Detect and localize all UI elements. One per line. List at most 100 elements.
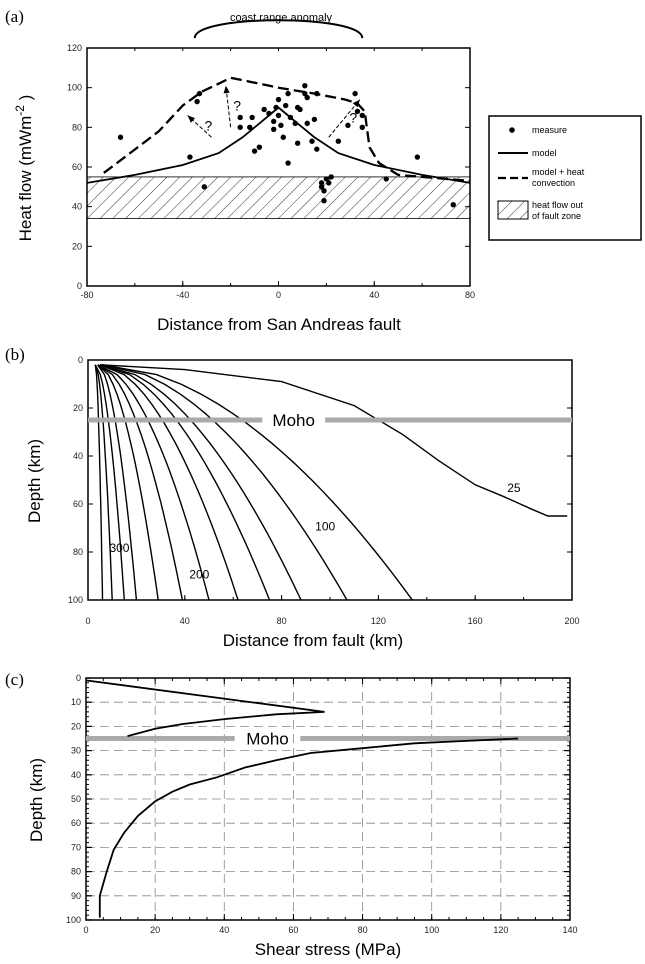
x-tick-label: 160: [468, 616, 483, 626]
x-tick-label: 20: [150, 925, 160, 935]
model-heat-convection-line: [103, 76, 471, 183]
measure-point: [297, 106, 303, 113]
measure-point: [256, 144, 263, 150]
model-line: [86, 106, 471, 184]
isotherm-line: [99, 364, 302, 601]
measure-point: [309, 138, 315, 144]
isotherm-line: [99, 364, 271, 601]
y-tick-label: 40: [73, 451, 83, 461]
y-tick-label: 50: [71, 794, 81, 804]
measure-point: [275, 96, 282, 103]
hatched-band: [86, 176, 471, 219]
measure-point: [287, 114, 294, 121]
isotherm-line: [102, 364, 348, 601]
measure-point: [354, 108, 361, 115]
panel-c-ylabel: Depth (km): [27, 758, 46, 842]
x-tick-label: 80: [277, 616, 287, 626]
measure-point: [285, 90, 291, 97]
arrow-head: [352, 99, 360, 108]
y-tick-label: 40: [72, 202, 82, 212]
measure-point: [266, 110, 272, 117]
panel-a-letter: (a): [5, 7, 24, 26]
measure-point: [314, 90, 320, 97]
moho-label: Moho: [272, 411, 315, 430]
x-tick-label: 40: [219, 925, 229, 935]
x-tick-label: 120: [493, 925, 508, 935]
arrow-head: [223, 85, 230, 94]
measure-point: [282, 102, 289, 109]
legend-measure: measure: [532, 125, 567, 135]
shear-stress-curves: [85, 679, 519, 918]
measure-point: [196, 90, 203, 97]
measure-point: [275, 112, 282, 119]
legend-model: model: [532, 148, 557, 158]
panel-a-frame: [86, 47, 471, 287]
x-tick-label: -40: [176, 290, 189, 300]
contour-labels: 25 100 300 200: [109, 481, 520, 581]
measure-point: [261, 106, 267, 113]
legend-hatch-icon: [497, 200, 529, 220]
panel-a-ticks: -80 -40 0 40 80 0 20 40 60 80 100 120: [67, 43, 475, 300]
isotherm-line: [94, 364, 104, 601]
x-tick-label: 0: [85, 616, 90, 626]
y-tick-label: 80: [72, 122, 82, 132]
isotherm-line: [97, 364, 184, 601]
x-tick-label: 40: [180, 616, 190, 626]
measure-point: [321, 198, 327, 204]
isotherm-line: [94, 364, 125, 601]
y-tick-label: 100: [68, 595, 83, 605]
measure-point: [117, 134, 124, 140]
measure-point: [383, 176, 389, 182]
x-tick-label: 0: [83, 925, 88, 935]
measure-point: [314, 146, 320, 152]
panel-c: (c) 0 20 40 60 80 100 120 140 0 10 20 30 40 50 60 70 80 9…: [5, 670, 578, 959]
x-tick-label: 0: [276, 290, 281, 300]
legend-heat-flow-out: heat flow out of fault zone: [532, 200, 584, 221]
arrow-shaft: [225, 85, 232, 128]
y-tick-label: 70: [71, 842, 81, 852]
measure-point: [326, 180, 332, 186]
measure-point: [352, 90, 358, 97]
measure-point: [323, 176, 330, 182]
shear-stress-line: [85, 679, 325, 737]
measure-point: [201, 184, 207, 190]
isotherm-line: [102, 364, 413, 601]
legend-dot-icon: [509, 127, 515, 133]
y-tick-label: 90: [71, 891, 81, 901]
x-tick-label: 120: [371, 616, 386, 626]
heat-flow-band: [86, 176, 471, 219]
isotherm-line: [94, 364, 113, 601]
moho-line-b: Moho: [88, 411, 572, 430]
y-tick-label: 0: [77, 281, 82, 291]
y-tick-label: 0: [76, 673, 81, 683]
measure-point: [249, 114, 255, 121]
panel-a-ylabel: Heat flow (mWm-2 ): [13, 95, 35, 242]
x-tick-label: 40: [369, 290, 379, 300]
measure-point: [280, 134, 286, 140]
shear-stress-line: [98, 737, 519, 918]
measure-point: [304, 120, 310, 127]
measure-point: [302, 82, 308, 89]
moho-label: Moho: [246, 730, 289, 749]
isotherm-line: [97, 364, 138, 601]
y-tick-label: 20: [73, 403, 83, 413]
measure-point: [345, 122, 351, 129]
x-tick-label: 60: [288, 925, 298, 935]
measure-point: [237, 124, 243, 131]
measure-point: [321, 188, 327, 194]
panel-b-letter: (b): [5, 345, 25, 364]
y-tick-label: 40: [71, 770, 81, 780]
panel-c-ticks: 0 20 40 60 80 100 120 140 0 10 20 30 40 50 60 70 80 90 100: [66, 673, 578, 935]
question-mark: ?: [349, 109, 357, 125]
measure-point: [294, 140, 301, 146]
y-tick-label: 100: [66, 915, 81, 925]
contour-label: 25: [507, 481, 521, 495]
measure-point: [318, 180, 325, 186]
anomaly-arc: [193, 19, 364, 39]
x-tick-label: 80: [465, 290, 475, 300]
measure-point: [414, 154, 421, 160]
panel-b: (b) 0 40 80 120 160 200 0 20 40 60 80 100 Moho 25 10…: [5, 345, 580, 650]
measure-point: [304, 94, 310, 101]
measure-point: [247, 124, 253, 131]
isotherm-line: [97, 364, 210, 601]
